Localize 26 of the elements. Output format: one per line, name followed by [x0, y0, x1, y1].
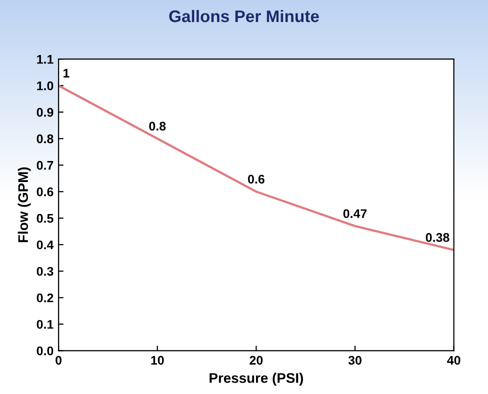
y-tick-label: 0.1: [36, 320, 54, 329]
y-tick-label: 0.3: [36, 266, 54, 276]
data-label: 0.6: [248, 174, 264, 184]
y-tick-label: 0.8: [36, 134, 54, 144]
y-tick-label: 0.5: [36, 214, 54, 223]
x-tick-label: 20: [250, 356, 263, 365]
y-tick-label: 0.4: [36, 240, 54, 250]
y-tick-label: 0.2: [36, 293, 54, 302]
x-tick-label: 10: [151, 356, 164, 365]
x-tick-label: 30: [348, 356, 362, 365]
y-tick-label: 1.1: [37, 55, 54, 64]
y-tick-label: 0.7: [36, 160, 54, 170]
x-tick-label: 40: [447, 356, 460, 365]
data-label: 0.47: [343, 209, 367, 218]
y-tick-label: 0.9: [36, 108, 54, 117]
chart-title: Gallons Per Minute: [169, 10, 319, 22]
x-tick-label: 0: [56, 356, 62, 365]
y-tick-label: 1.0: [37, 81, 54, 90]
y-axis-title: Flow (GPM): [18, 167, 31, 242]
line-series: [58, 84, 454, 252]
data-label: 1: [64, 68, 70, 78]
data-label: 0.8: [149, 122, 166, 131]
y-tick-label: 0.6: [36, 187, 54, 196]
x-axis-title: Pressure (PSI): [210, 372, 303, 386]
data-label: 0.38: [426, 233, 450, 242]
y-tick-label: 0.0: [36, 346, 54, 356]
